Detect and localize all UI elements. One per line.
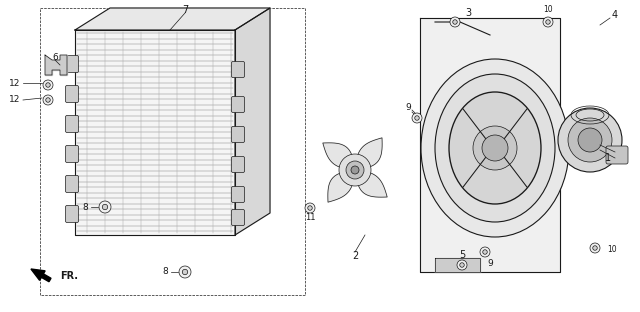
Circle shape	[43, 80, 53, 90]
Circle shape	[308, 206, 312, 210]
Circle shape	[590, 243, 600, 253]
Circle shape	[305, 203, 315, 213]
Polygon shape	[235, 8, 270, 235]
Ellipse shape	[421, 59, 569, 237]
Text: 9: 9	[405, 104, 411, 113]
FancyBboxPatch shape	[65, 85, 79, 103]
Text: 8: 8	[162, 267, 168, 276]
Text: 7: 7	[182, 5, 188, 15]
Circle shape	[346, 161, 364, 179]
Text: 9: 9	[487, 260, 493, 269]
Circle shape	[179, 266, 191, 278]
FancyBboxPatch shape	[232, 209, 244, 226]
Text: 6: 6	[52, 52, 58, 61]
FancyBboxPatch shape	[232, 157, 244, 173]
FancyBboxPatch shape	[232, 187, 244, 202]
Polygon shape	[323, 143, 355, 170]
FancyBboxPatch shape	[65, 145, 79, 163]
Circle shape	[568, 118, 612, 162]
FancyBboxPatch shape	[65, 206, 79, 222]
Polygon shape	[355, 138, 382, 170]
Text: 8: 8	[82, 202, 88, 212]
Circle shape	[482, 135, 508, 161]
Circle shape	[182, 269, 188, 275]
Text: 2: 2	[352, 251, 358, 261]
FancyBboxPatch shape	[65, 56, 79, 72]
Circle shape	[452, 20, 457, 24]
FancyBboxPatch shape	[232, 96, 244, 113]
Polygon shape	[420, 18, 560, 272]
Circle shape	[473, 126, 517, 170]
Text: 12: 12	[10, 95, 20, 105]
Circle shape	[593, 246, 597, 250]
Circle shape	[99, 201, 111, 213]
Text: 10: 10	[607, 246, 617, 255]
Text: 5: 5	[459, 250, 465, 260]
Text: 4: 4	[612, 10, 618, 20]
Circle shape	[558, 108, 622, 172]
FancyBboxPatch shape	[65, 115, 79, 133]
Text: 12: 12	[10, 79, 20, 87]
Circle shape	[45, 98, 51, 102]
Polygon shape	[45, 55, 67, 75]
Text: 3: 3	[465, 8, 471, 18]
Circle shape	[45, 83, 51, 87]
Text: FR.: FR.	[60, 271, 78, 281]
Polygon shape	[31, 269, 51, 282]
Text: 11: 11	[305, 213, 316, 222]
Polygon shape	[435, 258, 480, 272]
Circle shape	[450, 17, 460, 27]
Circle shape	[351, 166, 359, 174]
Ellipse shape	[449, 92, 541, 204]
Circle shape	[412, 113, 422, 123]
Text: 10: 10	[543, 6, 553, 14]
Polygon shape	[75, 30, 235, 235]
Circle shape	[578, 128, 602, 152]
Polygon shape	[75, 8, 270, 30]
Circle shape	[415, 116, 419, 120]
Circle shape	[543, 17, 553, 27]
Circle shape	[102, 204, 108, 210]
FancyBboxPatch shape	[232, 126, 244, 143]
Circle shape	[43, 95, 53, 105]
FancyBboxPatch shape	[606, 146, 628, 164]
Circle shape	[546, 20, 550, 24]
Circle shape	[483, 250, 487, 254]
Ellipse shape	[435, 74, 555, 222]
Circle shape	[457, 260, 467, 270]
Circle shape	[460, 263, 464, 267]
Polygon shape	[355, 170, 387, 197]
FancyBboxPatch shape	[232, 61, 244, 77]
Circle shape	[339, 154, 371, 186]
Circle shape	[480, 247, 490, 257]
Polygon shape	[328, 170, 355, 202]
Text: 1: 1	[605, 153, 611, 163]
FancyBboxPatch shape	[65, 175, 79, 193]
